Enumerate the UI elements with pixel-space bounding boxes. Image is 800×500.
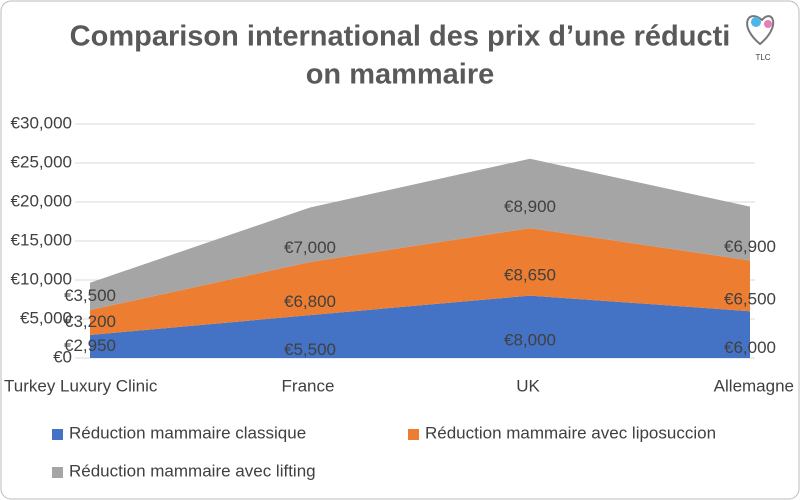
y-tick-label: €25,000 xyxy=(11,152,72,171)
y-tick-label: €20,000 xyxy=(11,191,72,210)
area xyxy=(90,158,750,311)
logo: TLC xyxy=(746,15,775,62)
data-label: €8,650 xyxy=(504,265,556,284)
chart-title: on mammaire xyxy=(306,59,495,91)
y-tick-label: €15,000 xyxy=(11,230,72,249)
x-tick-label: UK xyxy=(516,376,540,395)
data-label: €5,500 xyxy=(284,340,336,359)
x-tick-label: France xyxy=(282,376,335,395)
chart-title: Comparison international des prix d’une … xyxy=(70,21,731,53)
data-label: €6,800 xyxy=(284,292,336,311)
data-label: €2,950 xyxy=(64,336,116,355)
data-label: €3,500 xyxy=(64,286,116,305)
x-tick-label: Turkey Luxury Clinic xyxy=(4,376,158,395)
legend-swatch xyxy=(408,429,419,440)
legend-label: Réduction mammaire avec lifting xyxy=(69,461,316,480)
data-label: €8,900 xyxy=(504,197,556,216)
data-label: €7,000 xyxy=(284,238,336,257)
y-tick-label: €30,000 xyxy=(11,113,72,132)
data-label: €6,900 xyxy=(724,237,776,256)
legend-label: Réduction mammaire avec liposuccion xyxy=(425,423,716,442)
data-label: €6,500 xyxy=(724,289,776,308)
legend-swatch xyxy=(52,467,63,478)
legend-label: Réduction mammaire classique xyxy=(69,423,306,442)
y-tick-label: €0 xyxy=(53,347,72,366)
legend-swatch xyxy=(52,429,63,440)
data-label: €8,000 xyxy=(504,330,556,349)
y-tick-label: €5,000 xyxy=(20,308,72,327)
data-label: €3,200 xyxy=(64,312,116,331)
area xyxy=(90,228,750,335)
y-tick-label: €10,000 xyxy=(11,269,72,288)
area xyxy=(90,295,750,358)
data-label: €6,000 xyxy=(724,338,776,357)
x-tick-label: Allemagne xyxy=(714,376,794,395)
svg-text:TLC: TLC xyxy=(755,53,770,62)
